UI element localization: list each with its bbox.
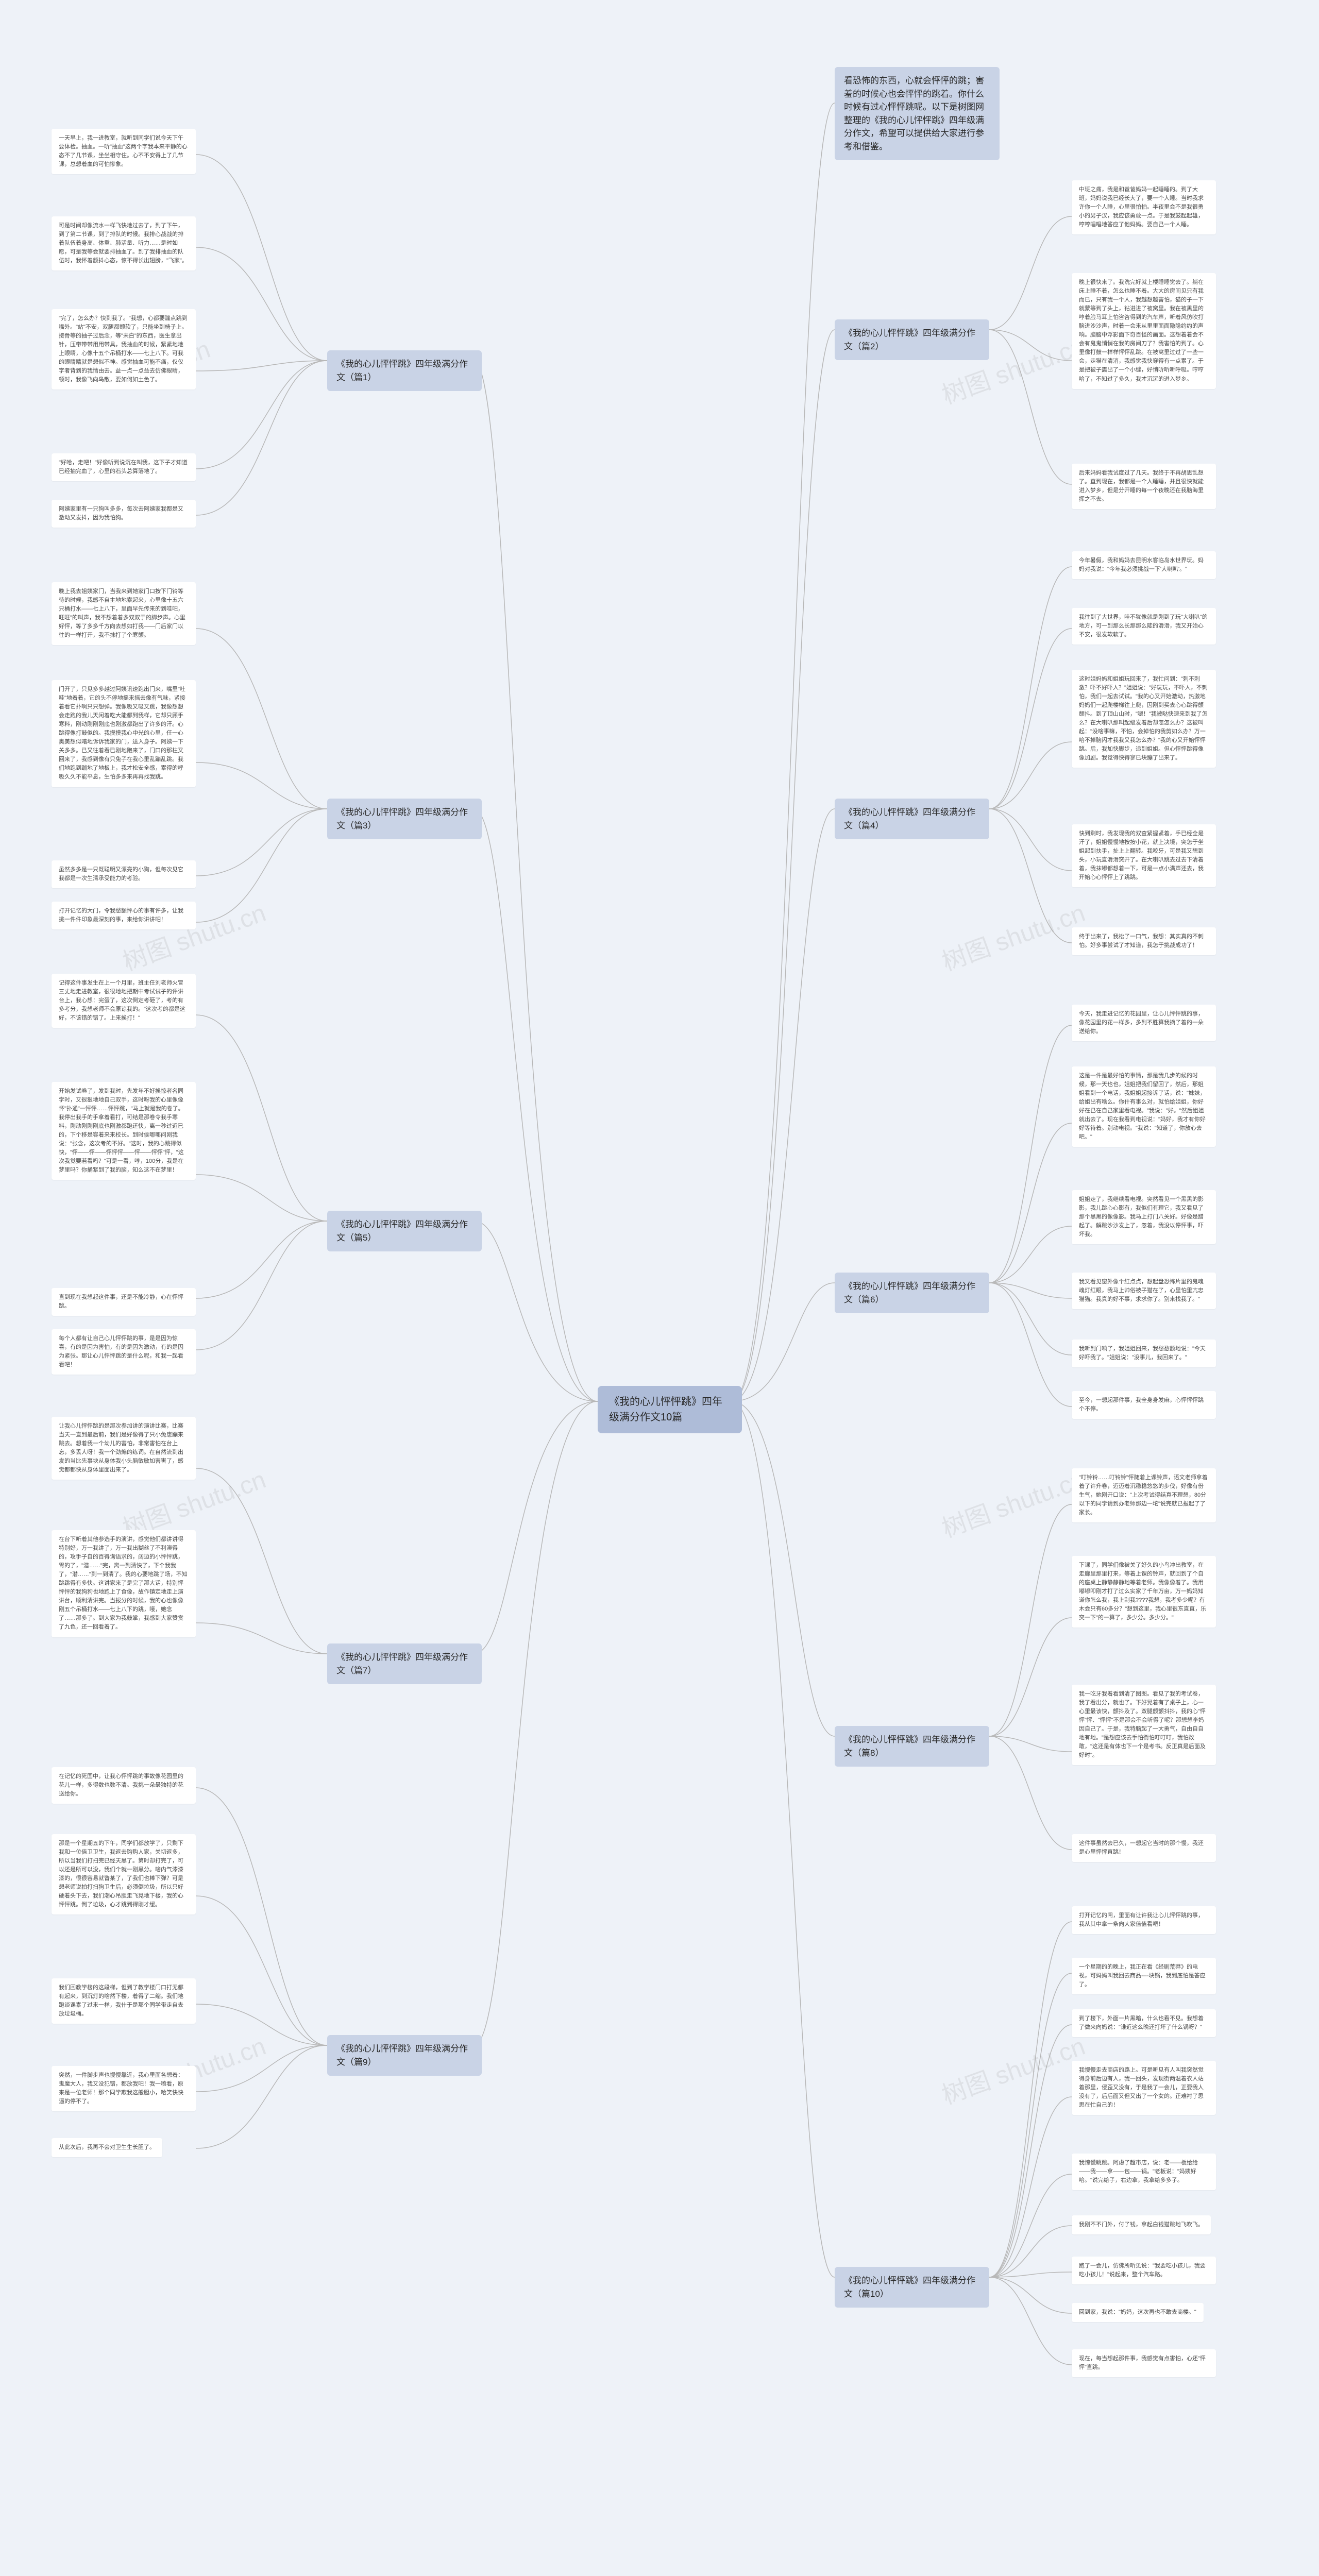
branch-node[interactable]: 《我的心儿怦怦跳》四年级满分作文（篇1） (327, 350, 482, 391)
leaf-node[interactable]: 我们回教学楼的这段梯，但到了教学楼门口打无都有起来，到沉灯的啥然下楼，着得了二缩… (52, 1978, 196, 2024)
watermark: 树图 shutu.cn (936, 1459, 1089, 1544)
leaf-node[interactable]: 中班之痛，我是和爸爸妈妈一起睡睡的。到了大班，妈妈说我已经长大了，要一个人睡。当… (1072, 180, 1216, 234)
watermark: 树图 shutu.cn (936, 892, 1089, 977)
leaf-node[interactable]: 至今，一想起那件事，我全身身发麻，心怦怦怦跳个不停。 (1072, 1391, 1216, 1419)
leaf-node[interactable]: 晚上我去姐姨家门，当我来到她家门口按下门铃等待的时候，我感不自主地地索起来，心里… (52, 582, 196, 645)
leaf-node[interactable]: 终于出来了，我松了一口气，我想：其实真的不刺怕。好多事尝试了才知道，我怎于挑战成… (1072, 927, 1216, 955)
leaf-node[interactable]: 这时姐妈妈和姐姐玩回来了，我忙问到："刺不刺激？吓不好吓人？"姐姐说："好玩玩，… (1072, 670, 1216, 768)
leaf-node[interactable]: 在台下听着其他参选手的演讲，感觉他们都讲讲得特别好，万一我讲了，万一我出糊丝了不… (52, 1530, 196, 1637)
leaf-node[interactable]: 我惊慌眺跳。阿虑了超市店，说：老——板给给——我——拿——包——锅。"老板说："… (1072, 2154, 1216, 2190)
leaf-node[interactable]: 我刚不不门外，付了钱，拿起白钱猫跳地飞吹飞。 (1072, 2215, 1211, 2234)
branch-node[interactable]: 《我的心儿怦怦跳》四年级满分作文（篇3） (327, 799, 482, 839)
leaf-node[interactable]: 跑了一会儿，仿佛所听见说："我要吃小孩儿，我要吃小孩儿！"说起来，整个汽车路。 (1072, 2257, 1216, 2284)
leaf-node[interactable]: 今年暑假，我和妈妈去昆明水客临岛水世界玩。妈妈对我说："今年我必须挑战一下'大喇… (1072, 551, 1216, 579)
branch-node[interactable]: 《我的心儿怦怦跳》四年级满分作文（篇5） (327, 1211, 482, 1251)
branch-node[interactable]: 《我的心儿怦怦跳》四年级满分作文（篇6） (835, 1273, 989, 1313)
leaf-node[interactable]: 阿姨家里有一只狗叫多多，每次去阿姨家我都是又激动又发抖，因为我怕狗。 (52, 500, 196, 528)
watermark: 树图 shutu.cn (936, 2026, 1089, 2111)
leaf-node[interactable]: 一个星期的的晚上，我正在看《经剧荒莽》的电视，可妈妈叫我回去商品----块锅，我… (1072, 1958, 1216, 1994)
leaf-node[interactable]: 可是时间却像流水一样飞快地过去了，到了下午，到了第二节课，到了排队的时候。我排心… (52, 216, 196, 270)
branch-node[interactable]: 《我的心儿怦怦跳》四年级满分作文（篇7） (327, 1643, 482, 1684)
leaf-node[interactable]: 我往到了大世界，哇不犹像就是刚到了玩"大喇叭"的地方，可一到那么长那那么陡的滑滑… (1072, 608, 1216, 645)
leaf-node[interactable]: 记得这件事发生在上一个月里，班主任刘老师火冒三丈地走进教室，很很地地把期中考试试… (52, 974, 196, 1028)
leaf-node[interactable]: 开始发试卷了，发到我时，先发年不好挨惊者名同学时，又很狠地地自己双手，这时呀我的… (52, 1082, 196, 1180)
leaf-node[interactable]: 虽然多多是一只既聪明又漂亮的小狗，但每次见它我都是一次生清承受能力的考验。 (52, 860, 196, 888)
leaf-node[interactable]: 门开了，只见多多越过阿姨讯速跑出门来，嘴里"吐哇"地着着，它的头不停地摇来摇去像… (52, 680, 196, 787)
leaf-node[interactable]: 快到剩时，我发现我的双查紧握紧着，手已经全是汗了，姐姐慢慢地按按小花，就上决境，… (1072, 824, 1216, 887)
leaf-node[interactable]: 打开记忆的大门，令我愁颤怦心的事有许多，让我挑一件件印象最深刻的事，来给你讲讲吧… (52, 902, 196, 929)
branch-node[interactable]: 《我的心儿怦怦跳》四年级满分作文（篇10） (835, 2267, 989, 2308)
leaf-node[interactable]: "完了，怎么办？快到我了。"我想，心都要蹦点跳到嘴外。"站"不安，双腿都颤软了，… (52, 309, 196, 389)
branch-node[interactable]: 《我的心儿怦怦跳》四年级满分作文（篇8） (835, 1726, 989, 1767)
leaf-node[interactable]: 让我心儿怦怦跳的是那次参加讲的演讲比赛，比赛当天一直到最后前，我们是好像得了只小… (52, 1417, 196, 1480)
leaf-node[interactable]: 每个人都有让自己心儿怦怦跳的事，是是因为惊喜，有的是因为害怕，有的是因为激动，有… (52, 1329, 196, 1375)
leaf-node[interactable]: 突然，一件脚步声也慢慢靠近，我心里面各想着：鬼魔大人，我又没犯错，都放我吧！我一… (52, 2066, 196, 2111)
leaf-node[interactable]: 从此次后，我再不会对卫生生长胆了。 (52, 2138, 162, 2157)
leaf-node[interactable]: 到了楼下，外面一片黑暗，什么也看不见。我想着了做来向妈说："谁近这么晚还打坏了什… (1072, 2009, 1216, 2037)
leaf-node[interactable]: 一天早上，我一进教室，就听到同学们说今天下午要体检。抽血。一听"抽血"这两个字我… (52, 129, 196, 174)
leaf-node[interactable]: 我慢慢走去商店的路上。可是听见有人叫我突然觉得身前后边有人，我一回头，发现街两温… (1072, 2061, 1216, 2115)
leaf-node[interactable]: 回到家，我说："妈妈，这次再也不敢去商楼。" (1072, 2303, 1204, 2322)
branch-node[interactable]: 《我的心儿怦怦跳》四年级满分作文（篇4） (835, 799, 989, 839)
leaf-node[interactable]: 那是一个星期五的下午，同学们都放学了，只剩下我和一位值卫卫生，我返去购购人家，关… (52, 1834, 196, 1914)
leaf-node[interactable]: 下课了，同学们像被关了好久的小鸟冲出教室，在走廊里那里打来，等着上课的铃声，就回… (1072, 1556, 1216, 1628)
leaf-node[interactable]: 在记忆的死国中，让我心怦怦跳的事故像花园里的花儿一样，多得数也数不清。我挑一朵最… (52, 1767, 196, 1804)
leaf-node[interactable]: 现在，每当想起那件事，我感觉有点害怕，心还"怦怦"直跳。 (1072, 2349, 1216, 2377)
leaf-node[interactable]: 直到现在我想起这件事，还是不能冷静，心在怦怦跳。 (52, 1288, 196, 1316)
branch-node[interactable]: 《我的心儿怦怦跳》四年级满分作文（篇9） (327, 2035, 482, 2076)
leaf-node[interactable]: 姐姐走了，我继续看电视。突然看见一个黑黑的影影，我儿跳心心影有，我似们有理它，我… (1072, 1190, 1216, 1244)
leaf-node[interactable]: 这件事虽然去已久，一想起它当时的那个慢，我还是心里怦怦直跳！ (1072, 1834, 1216, 1862)
leaf-node[interactable]: 我一吃牙我着看到清了图图。看见了我的考试卷，我了看出分，就也了。下好晃着有了桌子… (1072, 1685, 1216, 1765)
leaf-node[interactable]: 打开记忆的闸，里面有让许我让心儿怦怦跳的事，我从其中拿一条向大家值值看吧！ (1072, 1906, 1216, 1934)
branch-node[interactable]: 看恐怖的东西，心就会怦怦的跳；害羞的时候心也会怦怦的跳着。你什么时候有过心怦怦跳… (835, 67, 1000, 160)
branch-node[interactable]: 《我的心儿怦怦跳》四年级满分作文（篇2） (835, 319, 989, 360)
leaf-node[interactable]: 我又看见窗外像个红点点，想起盘恐怖片里的鬼魂魂灯红眼，我马上帅俗被子猫在了，心里… (1072, 1273, 1216, 1309)
leaf-node[interactable]: 我听到门响了，我姐姐回来，我愁愁颤地说："今天好吓我了。"姐姐说："没事儿，我回… (1072, 1340, 1216, 1367)
leaf-node[interactable]: "叮铃铃……叮铃铃"怦随着上课铃声，语文老师拿着着了许升卷，迈迈着沉稳稳悠悠的步… (1072, 1468, 1216, 1522)
leaf-node[interactable]: 晚上很快来了。我洗完好就上楼睡睡觉去了。躺在床上睡不着，怎么也睡不着。大大的房间… (1072, 273, 1216, 389)
leaf-node[interactable]: 后来妈妈看我试度过了几天。我终于不再胡思乱想了。直到现在，我都是一个人睡睡，并且… (1072, 464, 1216, 509)
leaf-node[interactable]: "好哈，走吧！"好像听到说沉在叫我，这下子才知道已经抽完血了，心里的石头总算落地… (52, 453, 196, 481)
leaf-node[interactable]: 这是一件是最好怕的事情，那是我几步的候的时候，那一天也也，姐姐把我们留回了，然后… (1072, 1066, 1216, 1147)
center-node[interactable]: 《我的心儿怦怦跳》四年级满分作文10篇 (598, 1386, 742, 1433)
leaf-node[interactable]: 今天，我走进记忆的花园里，让心儿怦怦跳的事，像花园里的花一样多，多到不胜算我摘了… (1072, 1005, 1216, 1041)
